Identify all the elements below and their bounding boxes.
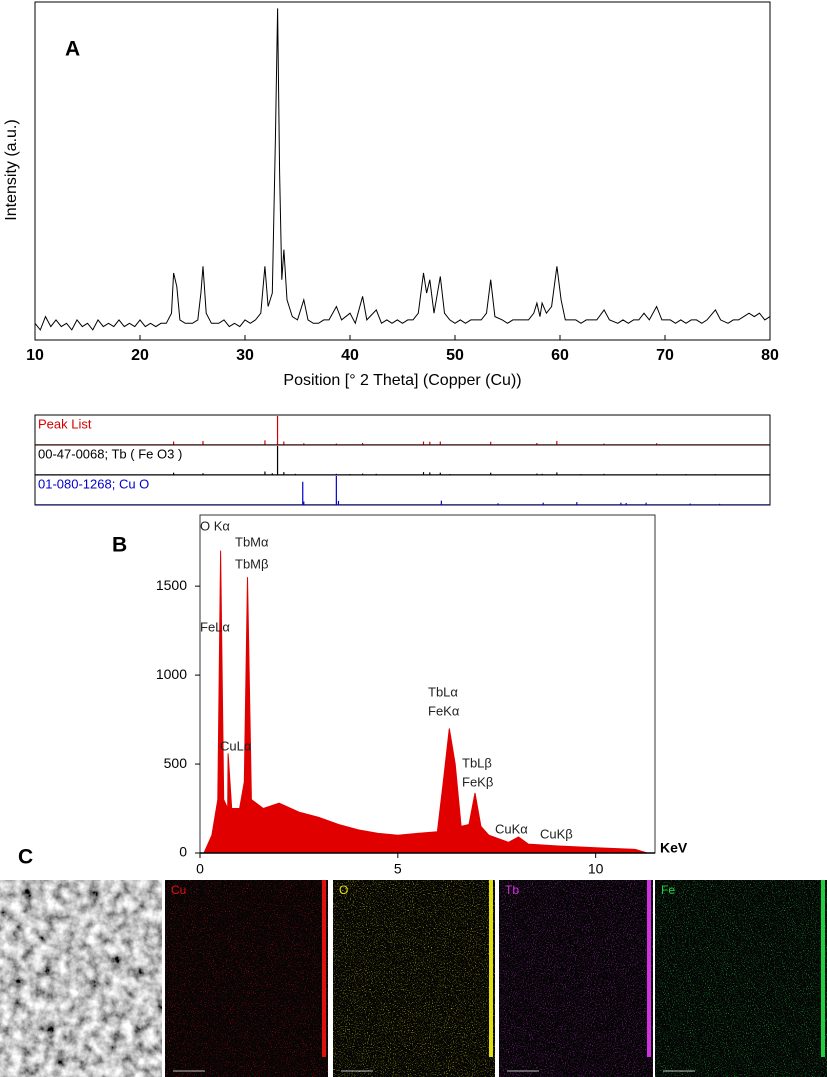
x-tick-label: 20 [131, 347, 149, 364]
xrd-line [34, 8, 771, 331]
y-tick-label: 1500 [156, 577, 187, 593]
map-label: Cu [171, 883, 186, 897]
x-tick-label: 80 [761, 347, 779, 364]
x-tick-label: 40 [341, 347, 359, 364]
map-scale-strip [489, 880, 493, 1057]
peak-annotation: FeLα [200, 619, 230, 634]
series-label: Peak List [38, 416, 92, 431]
x-tick-label: 10 [588, 861, 604, 877]
map-label: O [339, 883, 348, 897]
peak-annotation: FeKα [428, 703, 460, 718]
peak-annotation: TbLβ [462, 755, 492, 770]
panel-label: C [18, 846, 33, 869]
plot-frame [34, 1, 771, 341]
map-label: Tb [505, 883, 519, 897]
x-tick-label: 0 [196, 861, 204, 877]
peak-annotation: CuLα [220, 738, 252, 753]
panel-label: A [65, 38, 80, 61]
eds-spectrum [203, 550, 648, 854]
peak-annotation: FeKβ [462, 774, 493, 789]
x-tick-label: 30 [236, 347, 254, 364]
x-axis-title: KeV [660, 840, 688, 856]
peak-list-frame [34, 414, 771, 506]
x-tick-label: 60 [551, 347, 569, 364]
x-tick-label: 50 [446, 347, 464, 364]
sem-image [0, 880, 162, 1077]
peak-annotation: TbMβ [235, 556, 268, 571]
y-tick-label: 0 [179, 844, 187, 860]
peak-annotation: CuKα [495, 821, 528, 836]
panel-label: B [112, 534, 127, 557]
series-label: 01-080-1268; Cu O [38, 476, 149, 491]
map-speckle [165, 880, 328, 1077]
map-scale-strip [821, 880, 825, 1057]
peak-annotation: TbLα [428, 684, 458, 699]
map-scale-strip [647, 880, 651, 1057]
peak-annotation: CuKβ [540, 826, 573, 841]
y-tick-label: 500 [164, 755, 188, 771]
map-label: Fe [661, 883, 675, 897]
y-axis-title: Intensity (a.u.) [3, 119, 20, 220]
x-tick-label: 5 [394, 861, 402, 877]
map-speckle [333, 880, 495, 1077]
series-label: 00-47-0068; Tb ( Fe O3 ) [38, 446, 182, 461]
map-speckle [499, 880, 653, 1077]
x-tick-label: 70 [656, 347, 674, 364]
map-speckle [655, 880, 827, 1077]
x-tick-label: 10 [26, 347, 44, 364]
peak-annotation: TbMα [235, 534, 269, 549]
peak-annotation: O Kα [200, 518, 230, 533]
x-axis-title: Position [° 2 Theta] (Copper (Cu)) [283, 372, 521, 389]
map-scale-strip [322, 880, 326, 1057]
y-tick-label: 1000 [156, 666, 187, 682]
